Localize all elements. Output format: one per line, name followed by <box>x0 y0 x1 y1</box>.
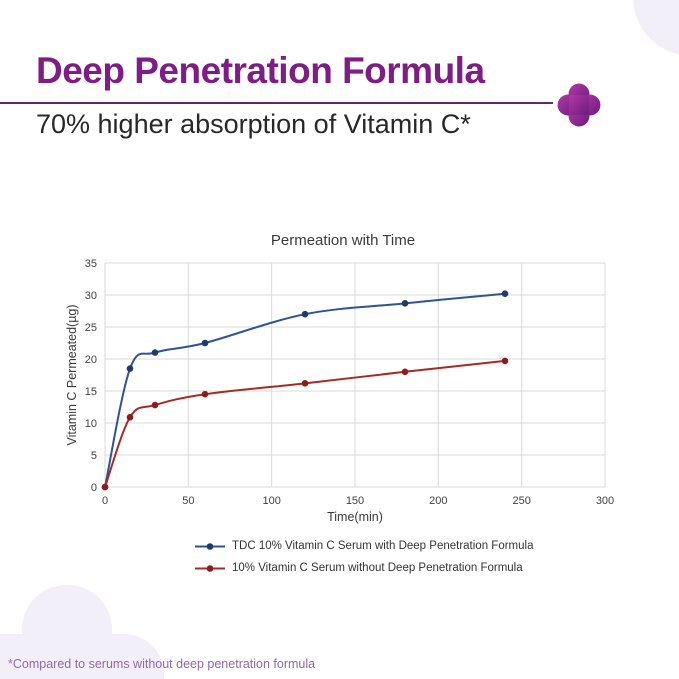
footnote: *Compared to serums without deep penetra… <box>8 657 316 671</box>
x-tick-label: 300 <box>596 495 614 507</box>
legend-item-0: TDC 10% Vitamin C Serum with Deep Penetr… <box>195 540 533 552</box>
legend-swatch-icon <box>195 564 225 572</box>
series-marker-0 <box>151 349 159 356</box>
x-tick-label: 200 <box>429 495 447 507</box>
series-line-1 <box>104 359 506 488</box>
series-line-0 <box>104 292 506 488</box>
series-marker-0 <box>201 339 209 347</box>
chart-plot-area: 0 50 100 150 200 250 300 0 5 10 15 20 25 30 35 <box>85 258 614 507</box>
series-marker-0 <box>401 300 409 307</box>
x-tick-label: 0 <box>102 495 108 507</box>
legend-swatch-icon <box>195 542 225 550</box>
x-tick-label: 100 <box>262 495 280 507</box>
plus-cross-icon <box>557 83 601 127</box>
series-marker-1 <box>401 368 409 376</box>
x-tick-label: 150 <box>346 495 364 507</box>
y-tick-label: 30 <box>85 290 97 302</box>
x-tick-label: 250 <box>512 495 530 507</box>
page-subtitle: 70% higher absorption of Vitamin C* <box>36 109 471 139</box>
series-marker-0 <box>301 310 309 318</box>
legend-item-1: 10% Vitamin C Serum without Deep Penetra… <box>195 562 533 574</box>
y-tick-label: 20 <box>85 354 97 366</box>
y-tick-label: 10 <box>85 418 97 430</box>
series-marker-1 <box>126 413 134 421</box>
x-tick-label: 50 <box>182 495 194 507</box>
legend-label: 10% Vitamin C Serum without Deep Penetra… <box>232 562 523 574</box>
chart-legend: TDC 10% Vitamin C Serum with Deep Penetr… <box>195 540 533 574</box>
y-tick-label: 0 <box>91 482 97 494</box>
decorative-plus-blob-bottom-left-arm <box>0 634 164 679</box>
title-underline <box>0 102 553 104</box>
y-tick-label: 15 <box>85 386 97 398</box>
y-tick-label: 5 <box>91 450 97 462</box>
series-marker-1 <box>201 390 209 398</box>
series-marker-1 <box>501 357 509 365</box>
y-tick-label: 35 <box>85 258 97 270</box>
series-marker-0 <box>501 290 509 298</box>
permeation-line-chart: Permeation with Time 0 50 100 150 200 250 3000… <box>65 232 614 524</box>
y-tick-label: 25 <box>85 322 97 334</box>
page-title: Deep Penetration Formula <box>36 50 485 91</box>
series-marker-1 <box>151 401 159 409</box>
series-marker-1 <box>101 483 109 491</box>
series-marker-1 <box>301 380 309 387</box>
decorative-blob-top-right <box>633 0 679 56</box>
legend-label: TDC 10% Vitamin C Serum with Deep Penetr… <box>232 540 534 552</box>
chart-title: Permeation with Time <box>271 232 415 249</box>
series-marker-0 <box>126 365 134 372</box>
y-axis-label: Vitamin C Permeated(µg) <box>65 304 79 445</box>
x-axis-label: Time(min) <box>327 510 383 524</box>
